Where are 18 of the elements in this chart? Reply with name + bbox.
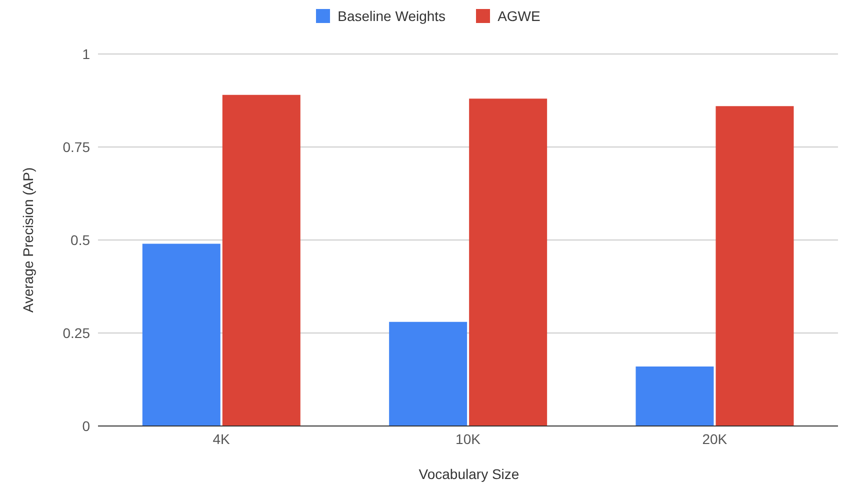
bar <box>716 106 794 426</box>
y-tick-label: 0.5 <box>70 232 90 248</box>
y-tick-label: 0.25 <box>62 324 90 341</box>
bar <box>389 322 468 426</box>
x-axis-title: Vocabulary Size <box>418 466 520 482</box>
x-tick-label: 10K <box>456 430 482 447</box>
bar <box>142 244 220 426</box>
x-tick-label: 20K <box>702 430 728 447</box>
legend-label: Baseline Weights <box>338 8 446 24</box>
y-axis-title: Average Precision (AP) <box>20 167 36 313</box>
y-tick-label: 0 <box>82 418 90 434</box>
x-tick-label: 4K <box>212 430 231 447</box>
bar <box>636 366 714 426</box>
y-tick-label: 0.75 <box>62 138 90 155</box>
bar <box>469 98 548 426</box>
y-tick-label: 1 <box>82 46 90 62</box>
bar <box>222 94 300 426</box>
legend-label: AGWE <box>498 8 540 24</box>
